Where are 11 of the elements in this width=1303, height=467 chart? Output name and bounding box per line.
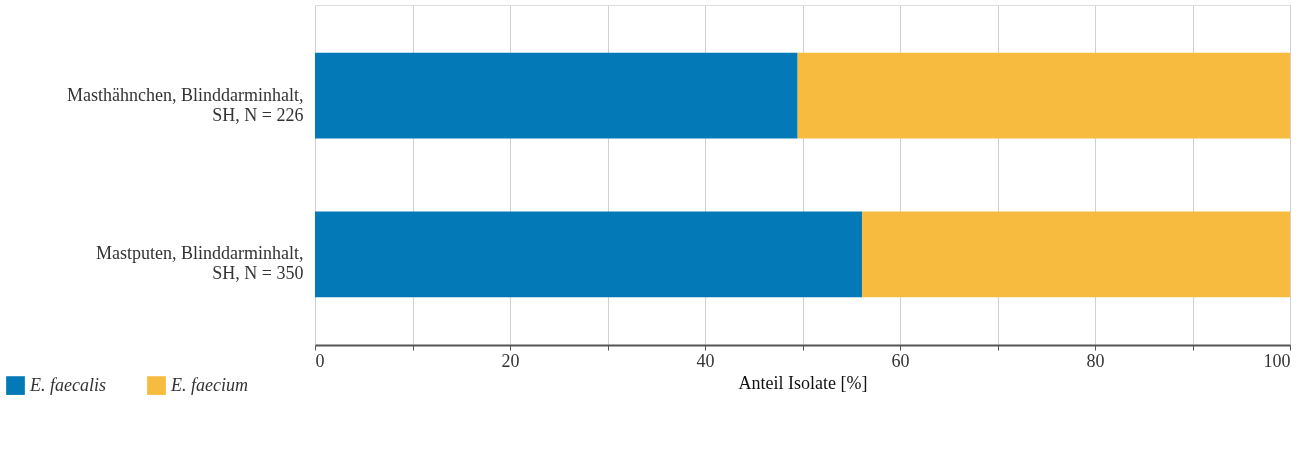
x-tick-label: 60: [891, 350, 910, 371]
y-tick-label: Masthähnchen, Blinddarminhalt, SH, N = 226: [67, 84, 304, 125]
x-tick-label: 80: [1086, 350, 1105, 371]
x-axis-title: Anteil Isolate [%]: [738, 372, 868, 393]
x-tick-label: 20: [501, 350, 520, 371]
legend-label: E. faecium: [170, 374, 248, 395]
legend-label: E. faecalis: [29, 374, 106, 395]
x-tick-label: 100: [1263, 350, 1291, 371]
x-tick-label: 0: [315, 350, 325, 371]
x-tick-label: 40: [696, 350, 715, 371]
y-tick-label: Mastputen, Blinddarminhalt, SH, N = 350: [96, 243, 304, 284]
